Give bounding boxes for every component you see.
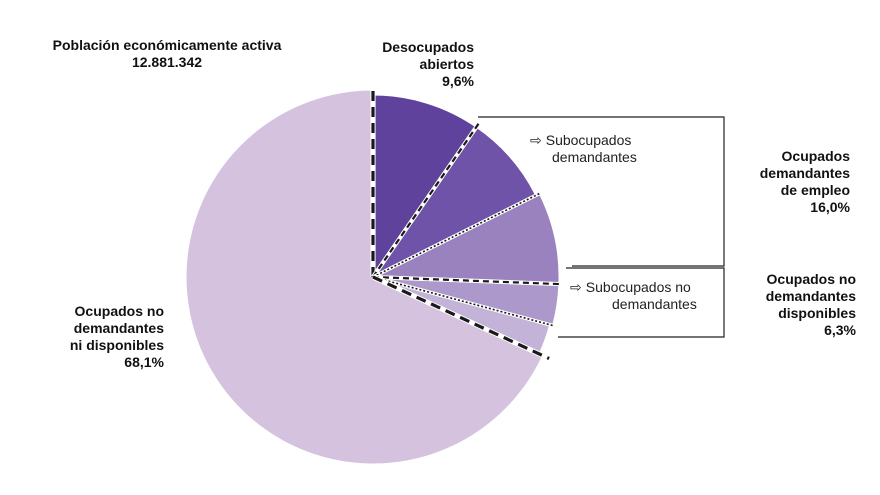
label-line: demandantes — [73, 320, 164, 336]
arrow-right-icon: ⇨ — [570, 279, 582, 295]
label-ocupados-no-demandantes-disponibles: Ocupados no demandantes disponibles 6,3% — [730, 271, 856, 339]
title-text: Población económicamente activa — [52, 37, 282, 53]
slice-separator — [372, 123, 480, 278]
label-line: ⇨ Subocupados no — [570, 279, 720, 296]
slice-separator — [372, 192, 540, 278]
callout-box-subocupados-demandantes — [478, 116, 725, 267]
label-line: ni disponibles — [69, 337, 164, 353]
label-value: 68,1% — [124, 354, 164, 370]
slice-separators — [370, 85, 563, 361]
label-line: demandantes — [765, 288, 856, 304]
label-line: Ocupados — [781, 148, 850, 164]
slice-separator — [372, 275, 550, 360]
slice-separator — [372, 276, 555, 327]
callout-box-subocupados-no-demandantes — [558, 267, 725, 338]
label-line: Ocupados no — [74, 303, 164, 319]
arrow-right-icon: ⇨ — [530, 132, 542, 148]
label-text: Subocupados no — [585, 279, 691, 295]
label-value: 6,3% — [824, 322, 856, 338]
label-line: abiertos — [419, 56, 474, 72]
slice-separator — [372, 275, 563, 286]
label-line: demandantes — [759, 165, 850, 181]
label-value: 16,0% — [810, 199, 850, 215]
label-line: de empleo — [780, 182, 850, 198]
pie-slice — [372, 94, 477, 279]
pie-slices — [185, 89, 560, 465]
label-line: Ocupados no — [766, 271, 856, 287]
label-line: demandantes — [612, 296, 697, 312]
label-line: ⇨ Subocupados — [530, 132, 690, 149]
total-value: 12.881.342 — [131, 54, 203, 70]
label-ocupados-demandantes-empleo: Ocupados demandantes de empleo 16,0% — [720, 148, 850, 216]
label-line: Desocupados — [382, 39, 474, 55]
label-desocupados-abiertos: Desocupados abiertos 9,6% — [350, 39, 474, 90]
label-value: 9,6% — [442, 73, 474, 89]
label-ocupados-no-demandantes-ni-disponibles: Ocupados no demandantes ni disponibles 6… — [40, 303, 164, 371]
label-line: demandantes — [552, 149, 637, 165]
label-subocupados-no-demandantes: ⇨ Subocupados no demandantes — [570, 279, 720, 313]
callout-boxes — [478, 116, 725, 338]
pie-slice — [185, 89, 544, 465]
label-line: disponibles — [778, 305, 856, 321]
label-subocupados-demandantes: ⇨ Subocupados demandantes — [530, 132, 690, 166]
chart-title: Población económicamente activa 12.881.3… — [36, 37, 298, 71]
label-text: Subocupados — [545, 132, 632, 148]
